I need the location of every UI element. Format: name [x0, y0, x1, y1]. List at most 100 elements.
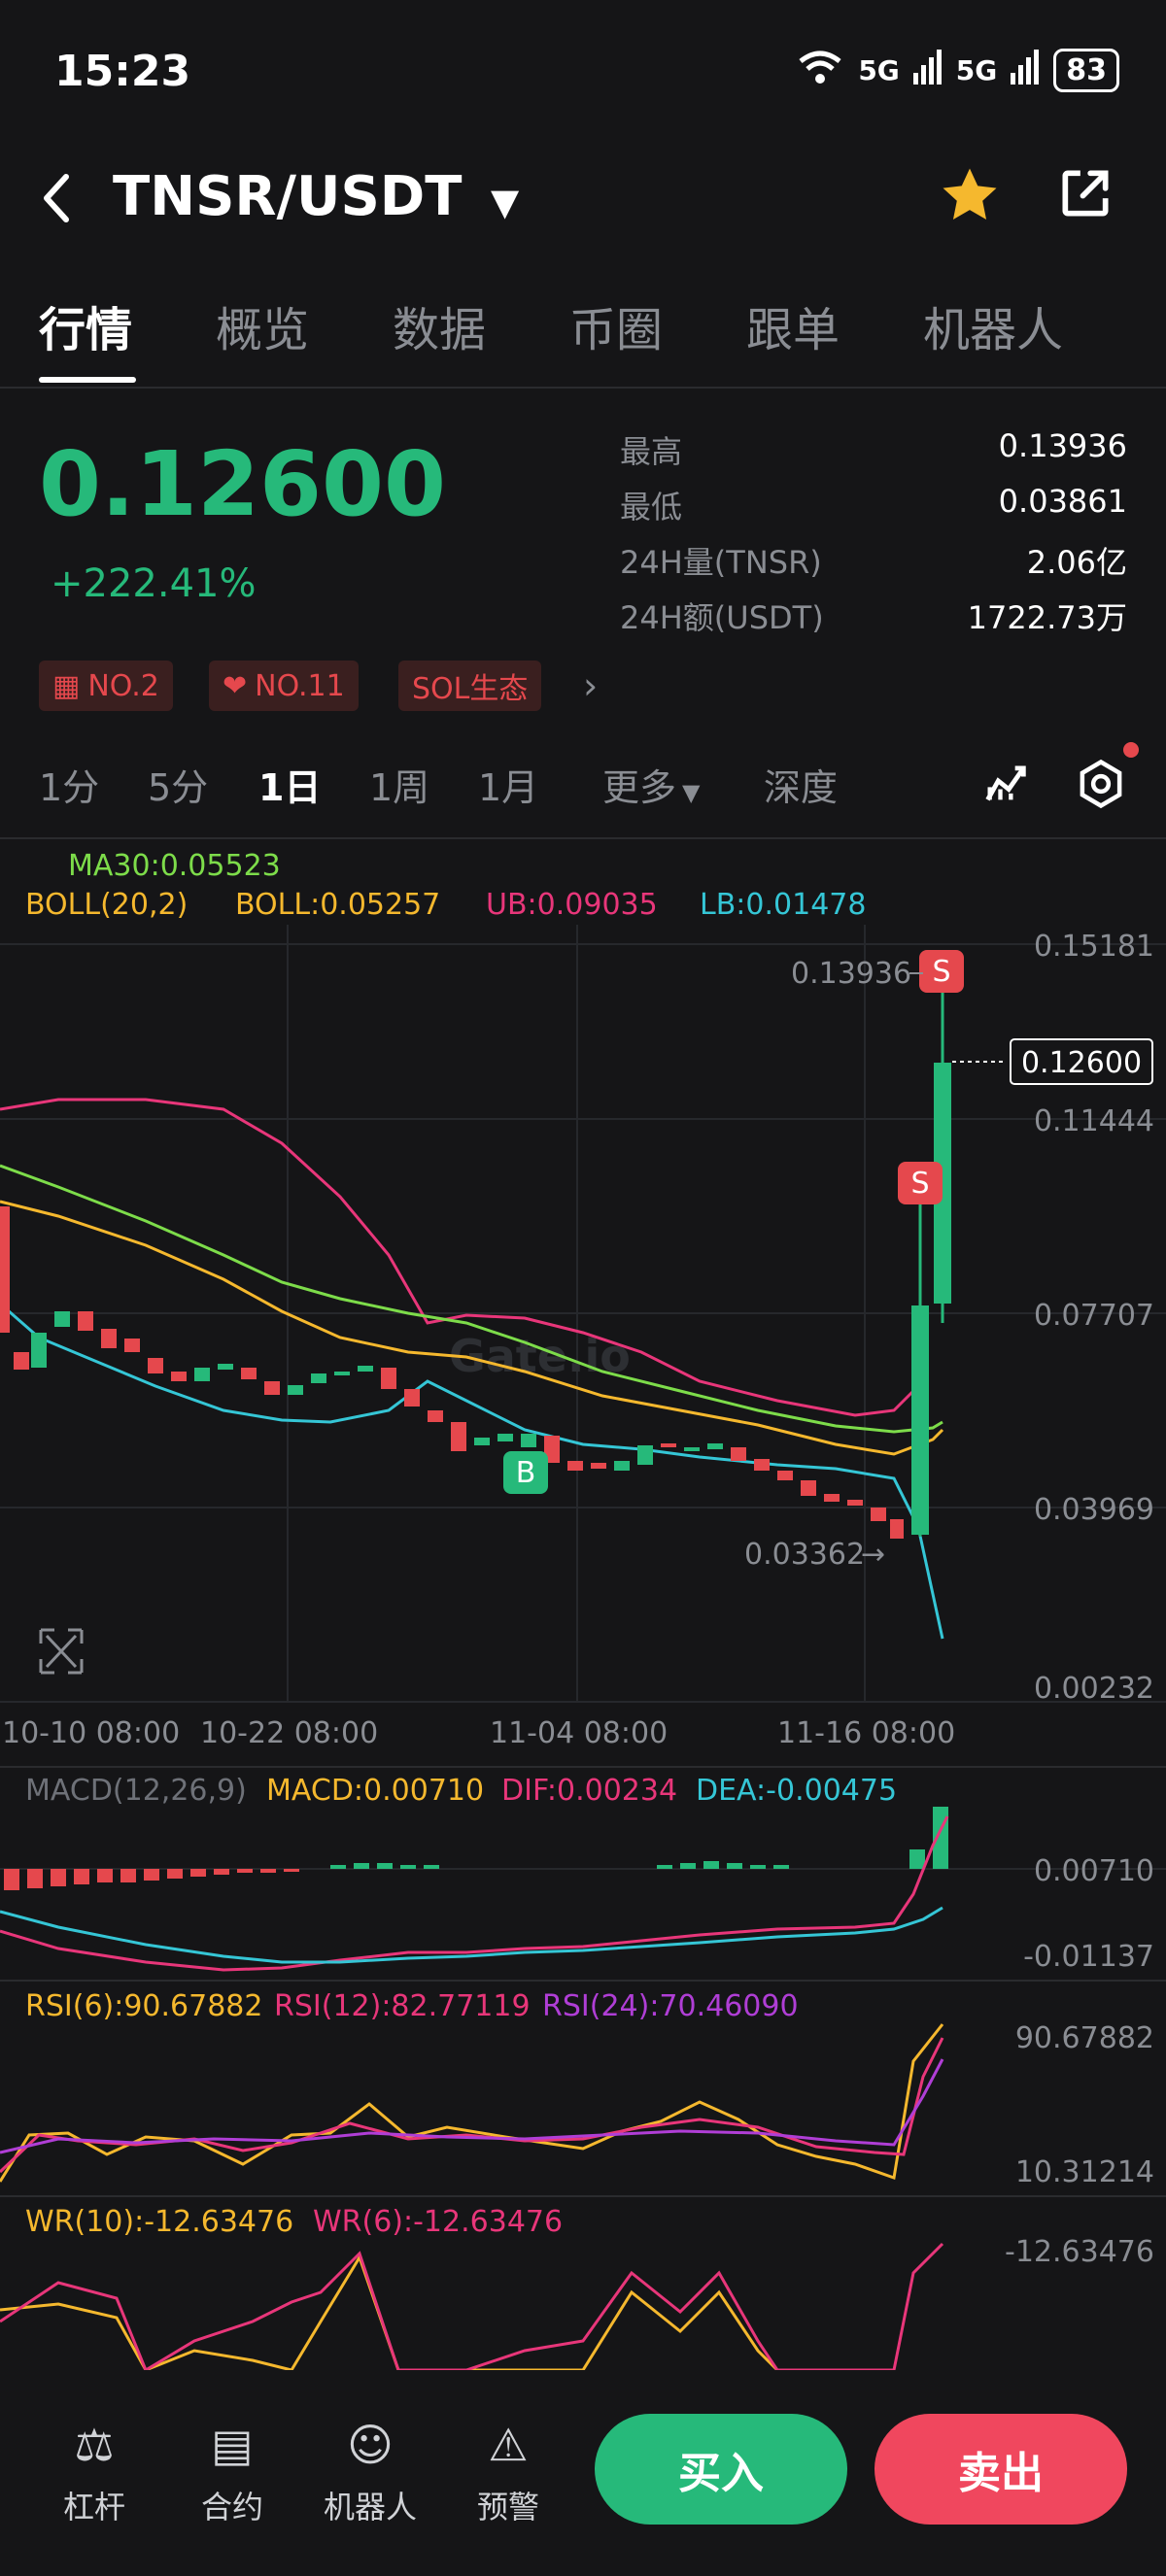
sell-button[interactable]: 卖出 [874, 2414, 1127, 2525]
signal-5g-icon: 5G [858, 54, 900, 86]
rank-tag-1[interactable]: ▦ NO.2 [39, 661, 173, 711]
stat-low-label: 最低 [620, 489, 683, 525]
interval-1d[interactable]: 1日 [258, 766, 322, 809]
bot-label: 机器人 [323, 2489, 417, 2525]
pair-title: TNSR/USDT [113, 165, 463, 228]
macd-title: MACD(12,26,9) [25, 1774, 247, 1808]
bottom-action-bar: ⚖ 杠杆 ▤ 合约 ☺ 机器人 ⚠ 预警 买入 卖出 [0, 2370, 1166, 2576]
signal-label: B [516, 1456, 536, 1490]
stat-low-value: 0.03861 [998, 483, 1127, 520]
chart-rank-icon: ▦ [52, 668, 81, 703]
indicator-icon[interactable] [981, 758, 1032, 812]
tab-underline [39, 377, 136, 383]
tab-community[interactable]: 币圈 [569, 303, 664, 357]
rank-tag-2[interactable]: ❤ NO.11 [209, 661, 359, 711]
rank-tag-label: NO.11 [255, 668, 345, 703]
candles [0, 989, 951, 1539]
leverage-label: 杠杆 [62, 2489, 125, 2525]
share-icon[interactable] [1055, 163, 1115, 227]
chevron-right-icon[interactable]: › [583, 664, 599, 707]
back-arrow-icon [44, 174, 69, 222]
signal-5g-icon-2: 5G [955, 54, 998, 86]
rsi6-label: RSI(6):90.67882 [25, 1989, 263, 2023]
tab-market[interactable]: 行情 [39, 303, 133, 357]
alert-label: 预警 [476, 2489, 539, 2525]
sell-signal-marker[interactable]: S [919, 950, 964, 993]
divider [0, 1980, 1166, 1982]
rsi-chart[interactable]: 90.67882 10.31214 [0, 2018, 1166, 2193]
interval-1w[interactable]: 1周 [369, 766, 430, 809]
buy-signal-marker[interactable]: B [503, 1451, 548, 1494]
back-button[interactable] [37, 169, 76, 231]
y-tick: 0.15181 [1034, 930, 1154, 964]
bot-button[interactable]: ☺ 机器人 [317, 2419, 424, 2527]
tab-bot[interactable]: 机器人 [923, 303, 1064, 357]
ecosystem-tag[interactable]: SOL生态 [398, 661, 542, 711]
chart-settings-icon[interactable] [1075, 742, 1139, 814]
watermark: Gate.io [449, 1330, 631, 1382]
futures-label: 合约 [200, 2489, 263, 2525]
stat-turnover-label: 24H额(USDT) [620, 599, 824, 636]
divider [0, 387, 1166, 389]
y-tick: -0.01137 [1023, 1940, 1154, 1974]
status-icons: 5G 5G 83 [796, 49, 1119, 92]
macd-chart[interactable]: 0.00710 -0.01137 [0, 1807, 1166, 1982]
alert-button[interactable]: ⚠ 预警 [455, 2419, 562, 2527]
buy-button[interactable]: 买入 [595, 2414, 847, 2525]
ecosystem-tag-label: SOL生态 [412, 672, 529, 706]
interval-5m[interactable]: 5分 [148, 766, 209, 809]
alarm-icon: ⚠ [488, 2419, 529, 2471]
sell-signal-marker-2[interactable]: S [898, 1162, 943, 1204]
battery-icon: 83 [1053, 49, 1119, 92]
robot-icon: ☺ [347, 2419, 394, 2471]
favorite-star-icon[interactable] [937, 163, 1003, 231]
low-marker: 0.03362 [744, 1538, 865, 1572]
boll-lb-label: LB:0.01478 [700, 888, 867, 922]
caret-down-icon: ▼ [682, 779, 701, 806]
interval-1mo[interactable]: 1月 [478, 766, 539, 809]
wr-chart[interactable]: -12.63476 [0, 2234, 1166, 2370]
y-tick: 10.31214 [1015, 2155, 1154, 2189]
candlestick-chart[interactable]: Gate.io [0, 925, 1166, 1779]
wr6-label: WR(6):-12.63476 [313, 2205, 564, 2239]
interval-depth[interactable]: 深度 [764, 766, 839, 809]
rsi12-label: RSI(12):82.77119 [274, 1989, 531, 2023]
y-tick: 0.00710 [1034, 1854, 1154, 1888]
leverage-button[interactable]: ⚖ 杠杆 [41, 2419, 148, 2527]
rank-tag-label: NO.2 [87, 668, 159, 703]
stat-turnover-value: 1722.73万 [967, 599, 1127, 636]
y-tick: 0.07707 [1034, 1299, 1154, 1333]
tab-overview[interactable]: 概览 [216, 303, 310, 357]
notification-dot [1123, 742, 1139, 758]
tab-data[interactable]: 数据 [393, 303, 487, 357]
signal-label: S [932, 955, 950, 989]
stat-volume-label: 24H量(TNSR) [620, 544, 822, 581]
futures-button[interactable]: ▤ 合约 [179, 2419, 286, 2527]
signal-label: S [910, 1167, 929, 1201]
divider [0, 1766, 1166, 1768]
interval-more[interactable]: 更多 ▼ [602, 758, 700, 811]
leverage-icon: ⚖ [74, 2419, 115, 2471]
x-tick: 10-10 08:00 [2, 1716, 180, 1750]
interval-more-label: 更多 [602, 766, 677, 809]
divider [0, 2195, 1166, 2197]
divider [0, 837, 1166, 839]
macd-value: MACD:0.00710 [266, 1774, 485, 1808]
tab-copy-trade[interactable]: 跟单 [746, 303, 840, 357]
last-price: 0.12600 [39, 432, 447, 536]
y-tick: 0.00232 [1034, 1672, 1154, 1706]
status-time: 15:23 [54, 47, 191, 96]
interval-bar: 1分 5分 1日 1周 1月 更多 ▼ 深度 [0, 742, 1166, 816]
current-price-box [1010, 1038, 1153, 1085]
pair-selector[interactable]: TNSR/USDT ▼ [113, 165, 519, 228]
y-tick: -12.63476 [1005, 2235, 1154, 2269]
price-change: +222.41% [51, 561, 257, 606]
caret-down-icon: ▼ [490, 181, 520, 223]
y-tick: 0.11444 [1034, 1104, 1154, 1138]
fullscreen-icon[interactable] [39, 1628, 84, 1675]
contract-icon: ▤ [211, 2419, 254, 2471]
x-tick: 11-04 08:00 [490, 1716, 668, 1750]
heart-icon: ❤ [223, 668, 248, 703]
interval-1m[interactable]: 1分 [39, 766, 100, 809]
ma30-label: MA30:0.05523 [68, 849, 281, 883]
